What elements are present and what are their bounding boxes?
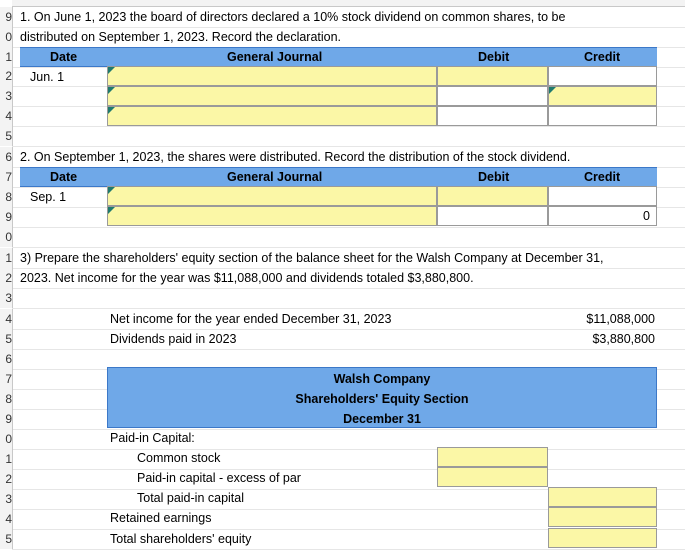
grid-line bbox=[12, 549, 685, 550]
q2-header-credit: Credit bbox=[584, 170, 621, 184]
q1-credit-cell-1 bbox=[548, 66, 657, 86]
q3-text-line2: 2023. Net income for the year was $11,08… bbox=[20, 271, 474, 285]
q2-account-input-1[interactable] bbox=[107, 186, 437, 206]
row-number: 8 bbox=[0, 187, 13, 207]
q1-debit-cell-2 bbox=[437, 86, 548, 106]
total-equity-label: Total shareholders' equity bbox=[110, 532, 252, 546]
row-number: 5 bbox=[0, 529, 13, 549]
q2-date: Sep. 1 bbox=[30, 190, 67, 204]
q1-text-line1: 1. On June 1, 2023 the board of director… bbox=[20, 10, 566, 24]
q2-header-journal: General Journal bbox=[227, 170, 323, 184]
q2-credit-cell-2: 0 bbox=[548, 206, 657, 226]
row-number: 0 bbox=[0, 429, 13, 449]
q1-account-input-1[interactable] bbox=[107, 66, 437, 86]
row-number: 9 bbox=[0, 207, 13, 227]
dividends-label: Dividends paid in 2023 bbox=[110, 332, 237, 346]
q1-journal-header: Date General Journal Debit Credit bbox=[20, 47, 657, 67]
q1-header-journal: General Journal bbox=[227, 50, 323, 64]
row-number: 1 bbox=[0, 449, 13, 469]
grid-line bbox=[12, 529, 685, 530]
q2-text: 2. On September 1, 2023, the shares were… bbox=[20, 150, 571, 164]
row-number: 3 bbox=[0, 86, 13, 106]
grid-line bbox=[12, 268, 685, 269]
grid-line bbox=[12, 489, 685, 490]
q1-text-line2: distributed on September 1, 2023. Record… bbox=[20, 30, 342, 44]
q2-header-debit: Debit bbox=[478, 170, 510, 184]
q1-credit-cell-3 bbox=[548, 106, 657, 126]
row-number: 1 bbox=[0, 248, 13, 268]
company-name: Walsh Company bbox=[333, 372, 431, 386]
grid-line bbox=[12, 308, 685, 309]
grid-line bbox=[12, 509, 685, 510]
excess-par-input[interactable] bbox=[437, 467, 548, 487]
row-number: 1 bbox=[0, 47, 13, 67]
row-number: 3 bbox=[0, 489, 13, 509]
row-number: 8 bbox=[0, 389, 13, 409]
q1-account-input-3[interactable] bbox=[107, 106, 437, 126]
q1-header-date: Date bbox=[50, 50, 78, 64]
total-paid-in-label: Total paid-in capital bbox=[137, 491, 245, 505]
q3-text-line1: 3) Prepare the shareholders' equity sect… bbox=[20, 251, 604, 265]
row-number: 5 bbox=[0, 126, 13, 146]
total-equity-input[interactable] bbox=[548, 528, 657, 548]
grid-line bbox=[12, 27, 685, 28]
dividends-value: $3,880,800 bbox=[592, 332, 655, 346]
q2-debit-cell-2 bbox=[437, 206, 548, 226]
net-income-value: $11,088,000 bbox=[586, 312, 655, 326]
paid-in-capital-label: Paid-in Capital: bbox=[110, 431, 195, 445]
q1-debit-cell-3 bbox=[437, 106, 548, 126]
q2-debit-input-1[interactable] bbox=[437, 186, 548, 206]
q1-date: Jun. 1 bbox=[30, 70, 65, 84]
grid-line bbox=[12, 349, 685, 350]
common-stock-input[interactable] bbox=[437, 447, 548, 467]
grid-line bbox=[12, 449, 685, 450]
q1-header-credit: Credit bbox=[584, 50, 621, 64]
section-date: December 31 bbox=[343, 412, 421, 426]
row-number: 0 bbox=[0, 227, 13, 247]
row-number: 7 bbox=[0, 369, 13, 389]
excess-par-label: Paid-in capital - excess of par bbox=[137, 471, 301, 485]
grid-line bbox=[12, 329, 685, 330]
grid-line bbox=[12, 146, 685, 147]
row-number: 7 bbox=[0, 167, 13, 187]
common-stock-label: Common stock bbox=[137, 451, 221, 465]
q2-credit-value: 0 bbox=[643, 209, 650, 223]
grid-line bbox=[12, 469, 685, 470]
grid-line bbox=[12, 227, 685, 228]
row-number: 0 bbox=[0, 27, 13, 47]
q2-account-input-2[interactable] bbox=[107, 206, 437, 226]
equity-section-banner: Walsh Company Shareholders' Equity Secti… bbox=[107, 367, 657, 428]
row-number: 4 bbox=[0, 106, 13, 126]
q1-debit-input-1[interactable] bbox=[437, 66, 548, 86]
total-paid-in-input[interactable] bbox=[548, 487, 657, 507]
row-number: 5 bbox=[0, 329, 13, 349]
row-number: 6 bbox=[0, 147, 13, 167]
grid-line bbox=[12, 126, 685, 127]
grid-line bbox=[12, 429, 685, 430]
row-number: 2 bbox=[0, 66, 13, 86]
q2-journal-header: Date General Journal Debit Credit bbox=[20, 167, 657, 187]
row-number: 6 bbox=[0, 349, 13, 369]
row-number: 2 bbox=[0, 469, 13, 489]
q2-header-date: Date bbox=[50, 170, 78, 184]
q1-credit-input-2[interactable] bbox=[548, 86, 657, 106]
row-number: 4 bbox=[0, 509, 13, 529]
q1-header-debit: Debit bbox=[478, 50, 510, 64]
retained-earnings-label: Retained earnings bbox=[110, 511, 212, 525]
retained-earnings-input[interactable] bbox=[548, 507, 657, 527]
row-number: 3 bbox=[0, 288, 13, 308]
row-number: 2 bbox=[0, 268, 13, 288]
row-number: 9 bbox=[0, 409, 13, 429]
column-header-strip bbox=[12, 0, 685, 7]
section-title: Shareholders' Equity Section bbox=[295, 392, 469, 406]
row-number: 4 bbox=[0, 309, 13, 329]
grid-line bbox=[12, 247, 685, 248]
q2-credit-cell-1 bbox=[548, 186, 657, 206]
row-number: 9 bbox=[0, 7, 13, 27]
q1-account-input-2[interactable] bbox=[107, 86, 437, 106]
net-income-label: Net income for the year ended December 3… bbox=[110, 312, 392, 326]
grid-line bbox=[12, 288, 685, 289]
